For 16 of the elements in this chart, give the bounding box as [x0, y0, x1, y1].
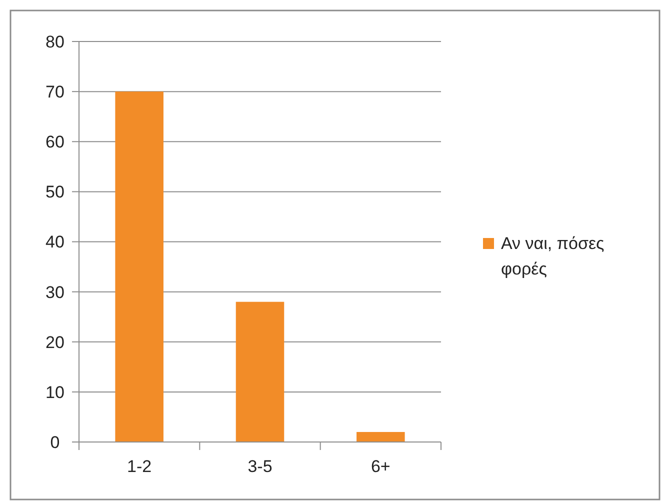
- bar: [236, 302, 284, 442]
- y-tick-label: 60: [46, 132, 64, 152]
- y-tick-label: 30: [46, 282, 64, 302]
- y-tick-label: 80: [46, 32, 64, 52]
- y-tick-label: 50: [46, 182, 64, 202]
- x-tick-label: 1-2: [127, 457, 152, 476]
- bar: [356, 432, 405, 442]
- bar: [115, 92, 164, 442]
- y-tick-label: 0: [50, 432, 60, 452]
- x-tick-label: 3-5: [248, 457, 272, 476]
- y-tick-label: 70: [46, 82, 64, 102]
- y-tick-label: 40: [46, 232, 64, 252]
- x-tick-label: 6+: [370, 457, 390, 476]
- legend-label: Αν ναι, πόσες φορές: [501, 234, 604, 278]
- y-tick-label: 20: [46, 332, 64, 352]
- y-tick-label: 10: [46, 382, 64, 402]
